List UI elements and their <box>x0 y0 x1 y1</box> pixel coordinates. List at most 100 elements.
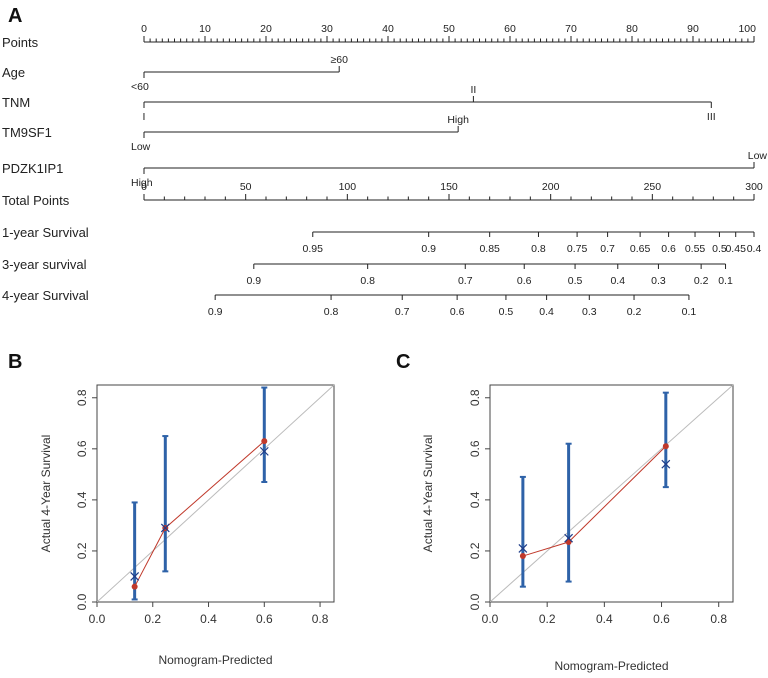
nomogram-level-label: III <box>707 111 716 123</box>
nomogram-survival-label: 0.3 <box>582 306 597 318</box>
nomogram-survival-label: 0.7 <box>600 243 615 255</box>
bias-corrected-cross <box>518 543 528 553</box>
nomogram-survival-label: 0.75 <box>567 243 588 255</box>
observed-point <box>131 583 138 590</box>
plot-frame <box>96 384 335 603</box>
plot-frame <box>489 384 734 603</box>
y-tick-label: 0.4 <box>468 491 482 508</box>
nomogram-survival-label: 0.3 <box>651 275 666 287</box>
observed-line <box>134 440 265 587</box>
nomogram-level-label: I <box>143 111 146 123</box>
nomogram-level-label: ≥60 <box>330 54 348 66</box>
nomogram-level-label: Low <box>131 141 151 153</box>
x-tick-label: 0.2 <box>539 612 556 626</box>
nomogram-survival-label: 0.6 <box>661 243 676 255</box>
nomogram-survival-label: 0.4 <box>539 306 554 318</box>
calibration-panel-b: 0.0 0.2 0.4 0.6 0.8 0.0 0.2 0.4 0.6 0.8 Nomogram-P… <box>39 384 335 667</box>
nomogram-survival-label: 0.1 <box>718 275 733 287</box>
nomogram-survival-label: 0.1 <box>682 306 697 318</box>
nomogram-row-label: TM9SF1 <box>2 125 52 140</box>
observed-point <box>519 553 526 560</box>
nomogram-survival-label: 0.95 <box>303 243 324 255</box>
nomogram-tick-label: 200 <box>542 181 560 193</box>
nomogram-row-label: Age <box>2 65 25 80</box>
nomogram-level-label: High <box>447 114 469 126</box>
nomogram-tick-label: 50 <box>443 23 455 35</box>
y-tick-label: 0.0 <box>75 593 89 610</box>
nomogram-tick-label: 100 <box>738 23 756 35</box>
y-tick-label: 0.6 <box>75 440 89 457</box>
nomogram-row-label: Points <box>2 35 39 50</box>
nomogram-survival-label: 0.8 <box>360 275 375 287</box>
nomogram-level-label: High <box>131 177 153 189</box>
x-tick-label: 0.4 <box>200 612 217 626</box>
nomogram-survival-label: 0.9 <box>246 275 261 287</box>
nomogram-tick-label: 50 <box>240 181 252 193</box>
y-axis-title: Actual 4-Year Survival <box>39 435 53 553</box>
observed-point <box>261 438 268 445</box>
x-tick-label: 0.0 <box>482 612 499 626</box>
bias-corrected-cross <box>259 446 269 456</box>
nomogram-survival-label: 0.55 <box>685 243 706 255</box>
nomogram-row-label: TNM <box>2 95 30 110</box>
bias-corrected-cross <box>160 523 170 533</box>
nomogram-level-label: <60 <box>131 81 149 93</box>
nomogram-level-label: Low <box>748 150 768 162</box>
nomogram-survival-label: 0.45 <box>725 243 746 255</box>
nomogram-survival-label: 0.5 <box>568 275 583 287</box>
nomogram: Points 0 10 20 30 40 50 60 70 80 90 100 Age <60 ≥60 TNM… <box>2 23 767 318</box>
calibration-panel-c: 0.0 0.2 0.4 0.6 0.8 0.0 0.2 0.4 0.6 0.8 Nomogram-P… <box>421 384 734 673</box>
nomogram-tick-label: 0 <box>141 23 147 35</box>
y-tick-label: 0.0 <box>468 593 482 610</box>
x-tick-label: 0.6 <box>256 612 273 626</box>
nomogram-survival-label: 0.4 <box>610 275 625 287</box>
nomogram-level-label: II <box>470 84 476 96</box>
x-tick-label: 0.2 <box>144 612 161 626</box>
nomogram-tick-label: 0 <box>141 181 147 193</box>
nomogram-survival-label: 0.7 <box>458 275 473 287</box>
y-tick-label: 0.8 <box>468 389 482 406</box>
y-tick-label: 0.6 <box>468 440 482 457</box>
nomogram-survival-label: 0.9 <box>208 306 223 318</box>
nomogram-survival-label: 0.5 <box>499 306 514 318</box>
nomogram-survival-label: 0.4 <box>747 243 762 255</box>
nomogram-tick-label: 100 <box>339 181 357 193</box>
nomogram-survival-label: 0.6 <box>517 275 532 287</box>
nomogram-tick-label: 150 <box>440 181 458 193</box>
x-tick-label: 0.6 <box>653 612 670 626</box>
nomogram-survival-label: 0.9 <box>421 243 436 255</box>
nomogram-survival-label: 0.85 <box>479 243 500 255</box>
nomogram-survival-label: 0.6 <box>450 306 465 318</box>
panel-letter-c: C <box>396 351 410 373</box>
x-tick-label: 0.4 <box>596 612 613 626</box>
nomogram-survival-label: 0.2 <box>627 306 642 318</box>
x-axis-title: Nomogram-Predicted <box>158 653 272 667</box>
nomogram-tick-label: 10 <box>199 23 211 35</box>
nomogram-survival-label: 0.8 <box>324 306 339 318</box>
observed-point <box>662 443 669 450</box>
y-tick-label: 0.2 <box>468 542 482 559</box>
nomogram-survival-label: 0.8 <box>531 243 546 255</box>
nomogram-survival-label: 0.65 <box>630 243 651 255</box>
nomogram-tick-label: 40 <box>382 23 394 35</box>
nomogram-tick-label: 300 <box>745 181 763 193</box>
nomogram-tick-label: 70 <box>565 23 577 35</box>
nomogram-tick-label: 20 <box>260 23 272 35</box>
ideal-diagonal-line <box>489 384 734 603</box>
x-axis-title: Nomogram-Predicted <box>554 659 668 673</box>
nomogram-tick-label: 250 <box>644 181 662 193</box>
y-tick-label: 0.4 <box>75 491 89 508</box>
nomogram-row-label: 4-year Survival <box>2 288 89 303</box>
nomogram-survival-label: 0.2 <box>694 275 709 287</box>
y-axis-title: Actual 4-Year Survival <box>421 435 435 553</box>
nomogram-row-label: PDZK1IP1 <box>2 161 63 176</box>
nomogram-survival-label: 0.5 <box>712 243 727 255</box>
y-tick-label: 0.8 <box>75 389 89 406</box>
bias-corrected-cross <box>130 572 140 581</box>
nomogram-row-label: 1-year Survival <box>2 225 89 240</box>
nomogram-tick-label: 30 <box>321 23 333 35</box>
x-tick-label: 0.0 <box>89 612 106 626</box>
panel-letter-b: B <box>8 351 22 373</box>
